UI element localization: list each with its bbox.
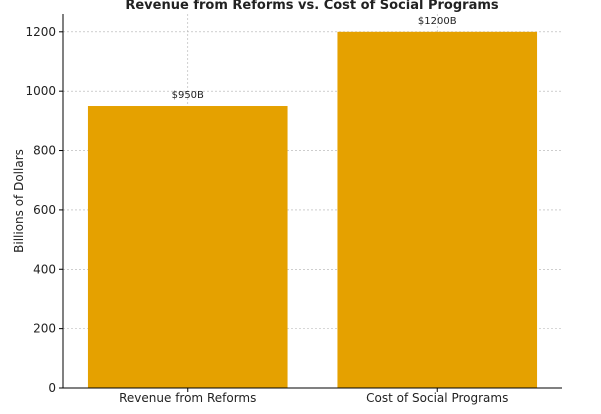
- bar: [87, 106, 288, 389]
- y-tick-label: 800: [33, 144, 56, 158]
- chart-title: Revenue from Reforms vs. Cost of Social …: [125, 0, 499, 13]
- bar-data-label: $1200B: [418, 16, 457, 27]
- y-tick-label: 400: [33, 262, 56, 276]
- x-axis-ticks: Revenue from Reforms Cost of Social Progr…: [119, 388, 508, 405]
- x-tick-label: Cost of Social Programs: [366, 391, 508, 405]
- x-tick-label: Revenue from Reforms: [119, 391, 256, 405]
- bar: [337, 31, 538, 389]
- y-tick-label: 1200: [25, 25, 56, 39]
- y-tick-label: 0: [48, 381, 56, 395]
- y-tick-label: 1000: [25, 84, 56, 98]
- bars: [87, 31, 538, 389]
- data-labels: $950B $1200B: [172, 16, 457, 101]
- y-tick-label: 600: [33, 203, 56, 217]
- y-axis-label: Billions of Dollars: [12, 149, 26, 253]
- y-tick-label: 200: [33, 322, 56, 336]
- y-axis-ticks: 0 200 400 600 800 1000 1200: [25, 25, 63, 395]
- bar-data-label: $950B: [172, 90, 204, 101]
